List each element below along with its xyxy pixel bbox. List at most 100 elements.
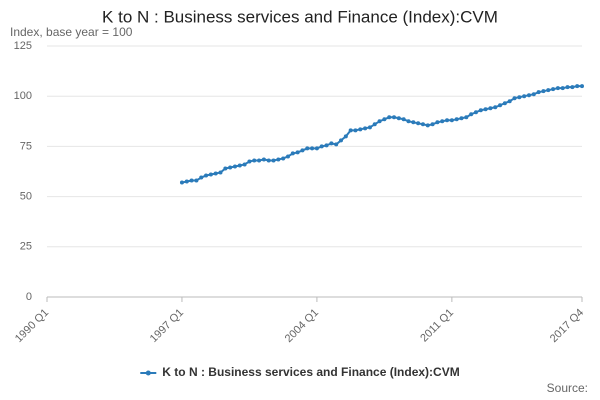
point	[473, 110, 478, 115]
x-tick-label: 1990 Q1	[13, 307, 51, 345]
point	[257, 158, 262, 163]
point	[449, 118, 454, 123]
x-tick-label: 2004 Q1	[283, 307, 321, 345]
point	[334, 142, 339, 147]
point	[237, 163, 242, 168]
point	[314, 146, 319, 151]
point	[551, 87, 556, 92]
point	[281, 156, 286, 161]
x-tick-label: 2017 Q4	[548, 307, 586, 345]
point	[199, 175, 204, 180]
point	[459, 116, 464, 121]
y-tick-label: 75	[20, 140, 32, 152]
point	[464, 115, 469, 120]
point	[541, 89, 546, 94]
point	[555, 86, 560, 91]
point	[363, 126, 368, 131]
point	[420, 122, 425, 127]
y-tick-label: 100	[14, 90, 32, 102]
point	[223, 166, 228, 171]
point	[445, 118, 450, 123]
point	[213, 171, 218, 176]
point	[310, 146, 315, 151]
point	[189, 178, 194, 183]
y-tick-label: 25	[20, 241, 32, 253]
point	[493, 105, 498, 110]
point	[570, 85, 575, 90]
point	[285, 154, 290, 159]
x-tick-label: 2011 Q1	[418, 307, 456, 345]
point	[204, 173, 209, 178]
point	[526, 93, 531, 98]
point	[575, 84, 580, 89]
point	[580, 84, 584, 89]
point	[522, 94, 527, 99]
point	[247, 159, 252, 164]
point	[353, 128, 358, 133]
point	[184, 179, 189, 184]
point	[266, 158, 271, 163]
point	[469, 112, 474, 117]
point	[228, 165, 233, 170]
point	[440, 119, 445, 124]
point	[319, 144, 324, 149]
point	[377, 119, 382, 124]
point	[392, 115, 397, 120]
point	[512, 96, 517, 101]
point	[382, 117, 387, 122]
point	[478, 108, 483, 113]
point	[454, 117, 459, 122]
point	[416, 121, 421, 126]
point	[536, 90, 541, 95]
point	[546, 88, 551, 93]
point	[502, 101, 507, 106]
point	[179, 180, 184, 185]
legend-marker	[145, 370, 151, 376]
point	[305, 146, 310, 151]
legend-label: K to N : Business services and Finance (…	[162, 365, 459, 379]
point	[290, 151, 295, 156]
point	[358, 127, 363, 132]
point	[531, 92, 536, 97]
point	[343, 134, 348, 139]
x-tick-label: 1997 Q1	[148, 307, 186, 345]
point	[295, 150, 300, 155]
point	[194, 178, 199, 183]
series-line	[181, 85, 582, 184]
point	[252, 158, 257, 163]
point	[208, 172, 213, 177]
point	[396, 116, 401, 121]
point	[276, 157, 281, 162]
point	[232, 164, 237, 169]
point	[435, 120, 440, 125]
y-tick-label: 125	[14, 40, 32, 52]
point	[565, 85, 570, 90]
point	[430, 122, 435, 127]
point	[401, 117, 406, 122]
point	[242, 162, 247, 167]
point	[507, 99, 512, 104]
point	[560, 86, 565, 91]
chart-title: K to N : Business services and Finance (…	[102, 7, 498, 26]
point	[324, 143, 329, 148]
chart-subtitle: Index, base year = 100	[10, 25, 133, 39]
point	[372, 122, 377, 127]
point	[300, 148, 305, 153]
point	[339, 138, 344, 143]
point	[517, 95, 522, 100]
y-tick-label: 50	[20, 191, 32, 203]
point	[483, 107, 488, 112]
source: Source:	[547, 381, 588, 395]
point	[406, 119, 411, 124]
point	[329, 141, 334, 146]
y-tick-label: 0	[26, 291, 32, 303]
point	[387, 115, 392, 120]
point	[271, 158, 276, 163]
point	[218, 170, 223, 175]
point	[425, 123, 430, 128]
point	[498, 103, 503, 108]
point	[411, 120, 416, 125]
point	[348, 128, 353, 133]
point	[261, 157, 266, 162]
